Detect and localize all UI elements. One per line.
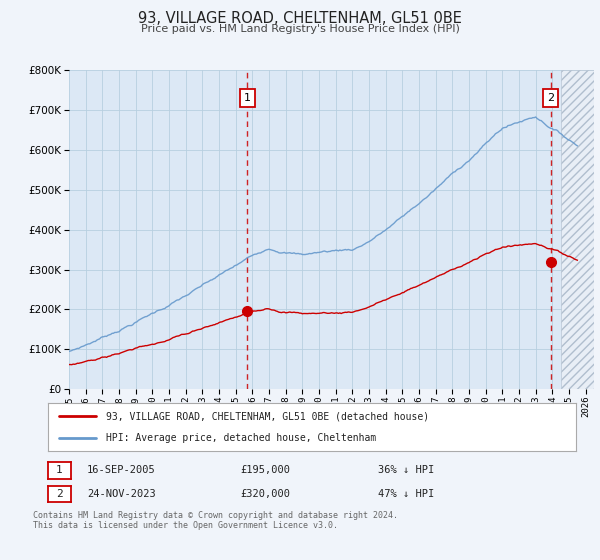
Text: 24-NOV-2023: 24-NOV-2023: [87, 489, 156, 499]
Text: £320,000: £320,000: [240, 489, 290, 499]
Text: 47% ↓ HPI: 47% ↓ HPI: [378, 489, 434, 499]
Text: 36% ↓ HPI: 36% ↓ HPI: [378, 465, 434, 475]
Text: £195,000: £195,000: [240, 465, 290, 475]
Text: 2: 2: [547, 93, 554, 103]
Text: Contains HM Land Registry data © Crown copyright and database right 2024.
This d: Contains HM Land Registry data © Crown c…: [33, 511, 398, 530]
Text: Price paid vs. HM Land Registry's House Price Index (HPI): Price paid vs. HM Land Registry's House …: [140, 24, 460, 34]
Text: 93, VILLAGE ROAD, CHELTENHAM, GL51 0BE: 93, VILLAGE ROAD, CHELTENHAM, GL51 0BE: [138, 11, 462, 26]
Text: 16-SEP-2005: 16-SEP-2005: [87, 465, 156, 475]
Text: HPI: Average price, detached house, Cheltenham: HPI: Average price, detached house, Chel…: [106, 433, 376, 443]
Text: 1: 1: [56, 465, 63, 475]
Text: 1: 1: [244, 93, 251, 103]
Text: 2: 2: [56, 489, 63, 499]
Text: 93, VILLAGE ROAD, CHELTENHAM, GL51 0BE (detached house): 93, VILLAGE ROAD, CHELTENHAM, GL51 0BE (…: [106, 411, 429, 421]
